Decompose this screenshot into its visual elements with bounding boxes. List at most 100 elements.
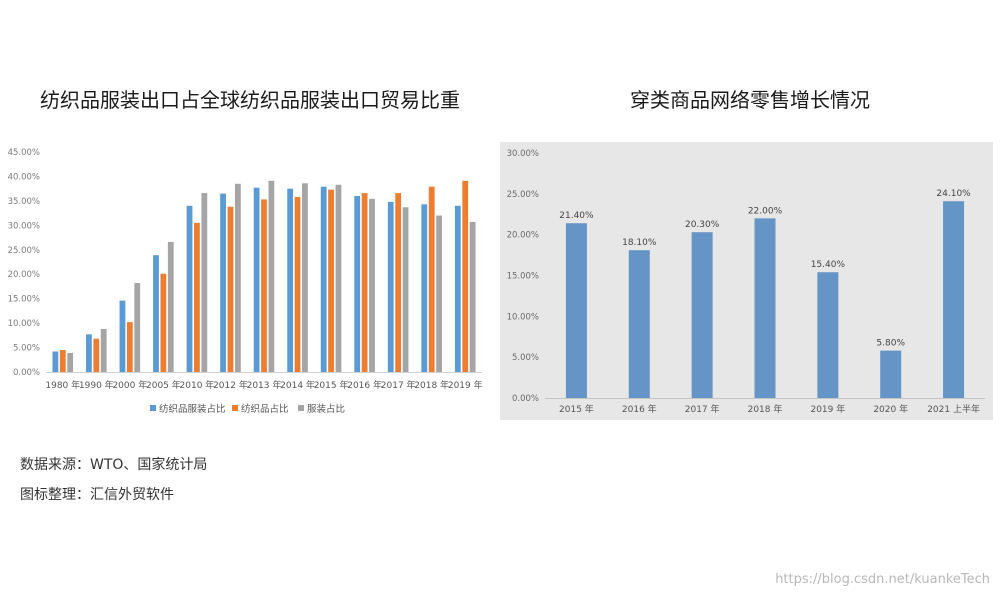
right-y-tick-label: 20.00% <box>507 231 539 241</box>
left-bar-series-3 <box>335 184 342 372</box>
right-data-label: 24.10% <box>936 189 971 199</box>
left-x-tick-label: 2014 年 <box>280 379 315 391</box>
left-bar-series-1 <box>52 351 59 372</box>
right-y-tick-label: 0.00% <box>512 394 539 404</box>
left-bar-series-3 <box>402 207 409 372</box>
left-bar-chart: 0.00% 5.00% 10.00% 15.00% 20.00% 25.00% 30.00%… <box>0 140 492 422</box>
right-x-tick-label: 2016 年 <box>622 403 657 415</box>
left-bar-series-1 <box>320 186 327 372</box>
legend-textile-swatch <box>232 405 238 411</box>
left-x-tick-label: 2015 年 <box>314 379 349 391</box>
left-bar-series-1 <box>86 334 92 372</box>
left-x-tick-label: 2005 年 <box>146 379 181 391</box>
right-y-tick-label: 15.00% <box>507 272 539 282</box>
right-bar <box>691 232 713 398</box>
right-bar <box>943 201 965 398</box>
left-y-tick-label: 40.00% <box>8 172 40 182</box>
left-bar-series-3 <box>436 215 442 372</box>
left-chart-background <box>0 140 492 422</box>
left-bar-series-1 <box>421 204 428 372</box>
right-x-tick-label: 2018 年 <box>748 403 783 415</box>
left-bar-series-3 <box>369 198 375 372</box>
left-bar-series-2 <box>126 322 133 372</box>
left-bar-series-1 <box>454 205 461 372</box>
left-bar-series-2 <box>395 193 402 372</box>
left-bar-series-3 <box>134 283 141 372</box>
left-bar-series-2 <box>361 193 368 372</box>
left-bar-series-2 <box>194 222 200 372</box>
right-data-label: 18.10% <box>622 238 657 248</box>
legend-textile-apparel-label: 纺织品服装占比 <box>159 403 226 415</box>
left-bar-series-3 <box>469 221 476 372</box>
right-x-tick-label: 2020 年 <box>873 403 908 415</box>
left-bar-series-1 <box>153 255 159 372</box>
watermark-url: https://blog.csdn.net/kuankeTech <box>775 572 990 587</box>
left-x-tick-label: 1990 年 <box>79 379 114 391</box>
right-x-tick-label: 2019 年 <box>810 403 845 415</box>
left-x-tick-label: 2013 年 <box>247 379 282 391</box>
left-bar-series-3 <box>100 328 107 372</box>
left-bar-series-2 <box>160 273 167 372</box>
right-bar <box>565 223 587 398</box>
left-x-tick-label: 2016 年 <box>347 379 382 391</box>
left-bar-series-2 <box>59 350 66 372</box>
left-bar-series-3 <box>268 180 275 372</box>
compiled-by-note: 图标整理：汇信外贸软件 <box>20 487 174 503</box>
left-y-tick-label: 10.00% <box>8 319 40 329</box>
left-y-tick-label: 5.00% <box>13 344 40 354</box>
left-bar-series-3 <box>234 183 241 372</box>
right-y-tick-label: 30.00% <box>507 149 539 159</box>
left-bar-series-2 <box>294 196 301 372</box>
left-x-tick-label: 2010 年 <box>180 379 215 391</box>
right-chart-title: 穿类商品网络零售增长情况 <box>630 88 870 112</box>
right-y-tick-label: 25.00% <box>507 190 539 200</box>
right-data-label: 15.40% <box>811 260 846 270</box>
left-bar-series-2 <box>93 338 100 372</box>
left-y-tick-label: 25.00% <box>8 246 40 256</box>
left-x-tick-label: 2000 年 <box>112 379 147 391</box>
right-x-tick-label: 2015 年 <box>559 403 594 415</box>
right-x-tick-label: 2017 年 <box>685 403 720 415</box>
left-x-tick-label: 1980 年 <box>45 379 80 391</box>
left-bar-series-1 <box>186 205 193 372</box>
left-bar-series-1 <box>287 188 294 372</box>
left-bar-series-3 <box>67 352 74 372</box>
left-bar-series-1 <box>387 201 394 372</box>
left-x-tick-label: 2017 年 <box>381 379 416 391</box>
left-bar-series-1 <box>220 193 226 372</box>
right-bar-chart: 0.00% 5.00% 10.00% 15.00% 20.00% 25.00% 30.00%… <box>500 142 993 420</box>
legend-apparel-swatch <box>298 405 304 411</box>
left-bar-series-1 <box>354 196 361 372</box>
right-y-tick-label: 5.00% <box>512 353 539 363</box>
left-y-tick-label: 20.00% <box>8 270 40 280</box>
left-bar-series-1 <box>253 187 260 372</box>
left-bar-series-3 <box>167 241 174 372</box>
right-y-tick-label: 10.00% <box>507 312 539 322</box>
right-x-tick-label: 2021 上半年 <box>927 403 980 415</box>
right-data-label: 22.00% <box>748 206 783 216</box>
legend-textile-label: 纺织品占比 <box>241 403 289 415</box>
data-source-note: 数据来源：WTO、国家统计局 <box>20 457 208 473</box>
right-data-label: 5.80% <box>876 339 905 349</box>
left-bar-series-2 <box>428 186 435 372</box>
left-bar-series-1 <box>119 300 126 372</box>
left-bar-series-2 <box>261 199 267 372</box>
right-bar <box>817 272 839 398</box>
left-bar-series-3 <box>302 183 308 372</box>
left-y-tick-label: 45.00% <box>8 148 40 158</box>
right-data-label: 20.30% <box>685 220 720 230</box>
right-bar <box>754 218 776 398</box>
right-bar <box>880 350 902 398</box>
left-chart-title: 纺织品服装出口占全球纺织品服装出口贸易比重 <box>40 88 460 112</box>
legend-textile-apparel-swatch <box>150 405 156 411</box>
left-y-tick-label: 15.00% <box>8 295 40 305</box>
left-x-tick-label: 2019 年 <box>448 379 483 391</box>
left-bar-series-2 <box>227 206 234 372</box>
left-x-tick-label: 2018 年 <box>414 379 449 391</box>
left-bar-series-3 <box>201 193 208 372</box>
left-y-tick-label: 30.00% <box>8 221 40 231</box>
left-x-tick-label: 2012 年 <box>213 379 248 391</box>
right-bar <box>628 250 650 398</box>
right-data-label: 21.40% <box>559 211 594 221</box>
left-y-tick-label: 0.00% <box>13 368 40 378</box>
